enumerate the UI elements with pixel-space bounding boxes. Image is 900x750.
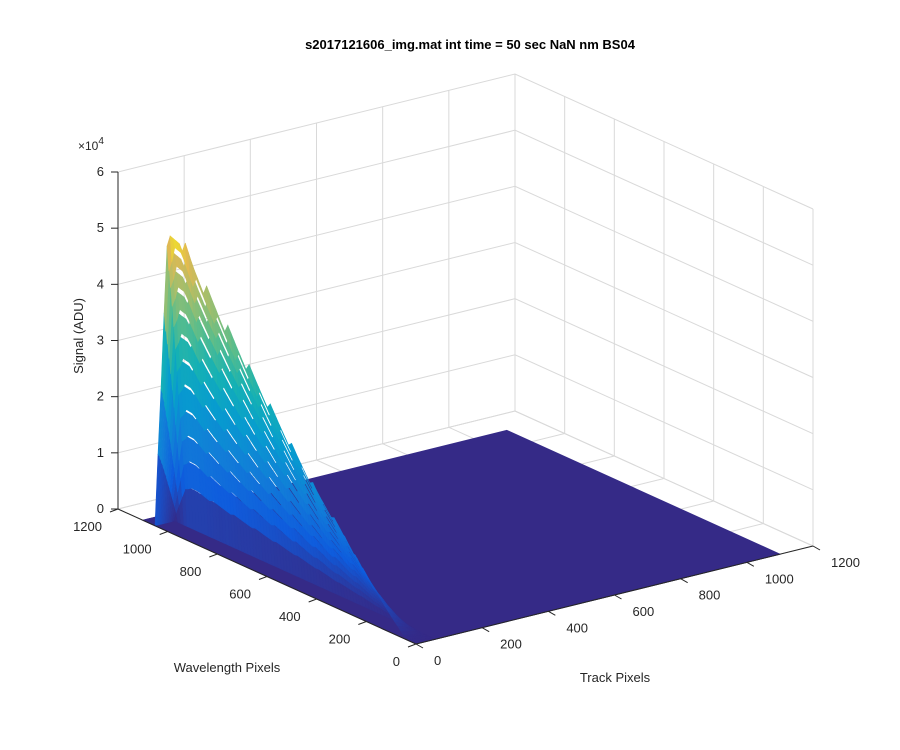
z-tick-label: 3 xyxy=(97,333,104,348)
x-tick xyxy=(680,578,688,584)
y-tick-label: 600 xyxy=(229,587,251,602)
y-tick-label: 1200 xyxy=(73,519,102,534)
ticks-layer: 0200400600800100012000200400600800100012… xyxy=(73,164,860,669)
grid-line-z xyxy=(117,298,814,435)
y-tick-label: 800 xyxy=(180,564,202,579)
y-tick xyxy=(159,531,168,535)
x-tick-label: 600 xyxy=(633,604,655,619)
surface-layer xyxy=(141,235,782,645)
z-tick-label: 5 xyxy=(97,220,104,235)
z-multiplier-base: ×10 xyxy=(78,139,99,153)
y-tick xyxy=(358,621,367,625)
z-multiplier: ×104 xyxy=(78,136,104,153)
y-tick xyxy=(258,576,268,580)
y-axis-label: Wavelength Pixels xyxy=(174,660,281,675)
y-tick-label: 400 xyxy=(279,609,301,624)
y-tick xyxy=(209,553,218,558)
x-axis-label: Track Pixels xyxy=(580,670,651,685)
grid-line-z xyxy=(117,73,814,210)
y-tick-label: 200 xyxy=(329,632,351,647)
x-tick-label: 800 xyxy=(699,588,721,603)
x-tick-label: 200 xyxy=(500,637,522,652)
x-tick xyxy=(746,561,755,567)
z-tick-label: 1 xyxy=(97,445,104,460)
x-tick xyxy=(812,545,821,551)
x-tick xyxy=(415,643,424,649)
x-tick xyxy=(614,594,622,600)
z-tick-label: 2 xyxy=(97,389,104,404)
x-tick xyxy=(548,610,556,616)
x-tick-label: 1200 xyxy=(831,555,860,570)
grid-line-z xyxy=(117,185,814,322)
grid-line-z xyxy=(117,241,814,378)
y-tick xyxy=(407,643,417,648)
y-tick xyxy=(308,598,317,603)
grid-line-z xyxy=(117,129,814,266)
x-tick-label: 0 xyxy=(434,653,441,668)
x-tick xyxy=(481,627,490,633)
chart-title: s2017121606_img.mat int time = 50 sec Na… xyxy=(305,37,636,52)
z-tick-label: 0 xyxy=(97,501,104,516)
x-tick-label: 400 xyxy=(566,620,588,635)
z-axis-label: Signal (ADU) xyxy=(71,298,86,374)
y-tick-label: 0 xyxy=(393,654,400,669)
z-tick-label: 6 xyxy=(97,164,104,179)
x-tick-label: 1000 xyxy=(765,571,794,586)
y-tick-label: 1000 xyxy=(123,542,152,557)
z-tick-label: 4 xyxy=(97,276,104,291)
z-multiplier-exponent: 4 xyxy=(98,136,104,147)
